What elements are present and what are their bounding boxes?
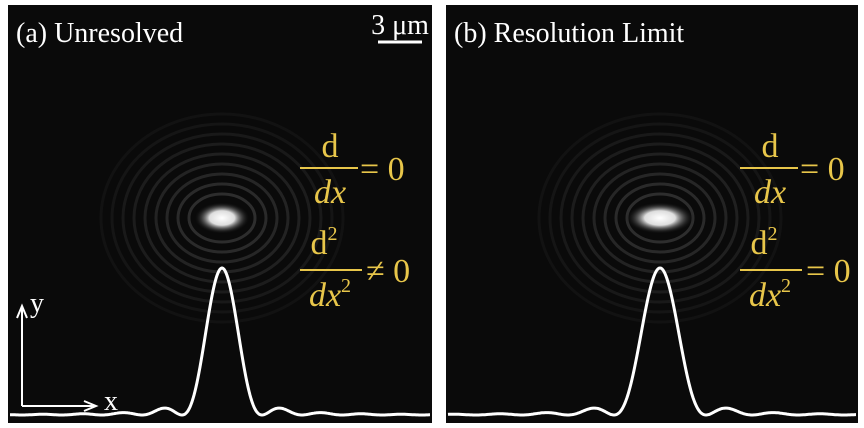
airy-spot xyxy=(626,202,694,234)
scale-bar-label: 3 μm xyxy=(371,10,429,41)
airy-spot xyxy=(194,202,250,234)
denominator-exponent: 2 xyxy=(341,275,351,297)
first-derivative-denominator: dx xyxy=(754,174,786,211)
x-axis-label: x xyxy=(104,386,118,417)
numerator-exponent: 2 xyxy=(768,223,778,245)
numerator-d: d xyxy=(751,225,768,262)
first-derivative-denominator: dx xyxy=(314,174,346,211)
denominator-exponent: 2 xyxy=(781,275,791,297)
denominator-dx: dx xyxy=(749,277,781,314)
second-derivative-relation: ≠ 0 xyxy=(366,253,410,290)
figure: (a) Unresolvedddx= 0d2dx2≠ 0(b) Resoluti… xyxy=(0,0,864,428)
second-derivative-relation: = 0 xyxy=(806,253,851,290)
first-derivative-relation: = 0 xyxy=(360,151,405,188)
numerator-d: d xyxy=(311,225,328,262)
first-derivative-numerator: d xyxy=(322,128,339,165)
y-axis-label: y xyxy=(30,288,44,319)
first-derivative-numerator: d xyxy=(762,128,779,165)
denominator-dx: dx xyxy=(309,277,341,314)
panel-label: (b) Resolution Limit xyxy=(454,18,684,49)
panel-label: (a) Unresolved xyxy=(16,18,183,49)
first-derivative-relation: = 0 xyxy=(800,151,845,188)
numerator-exponent: 2 xyxy=(328,223,338,245)
